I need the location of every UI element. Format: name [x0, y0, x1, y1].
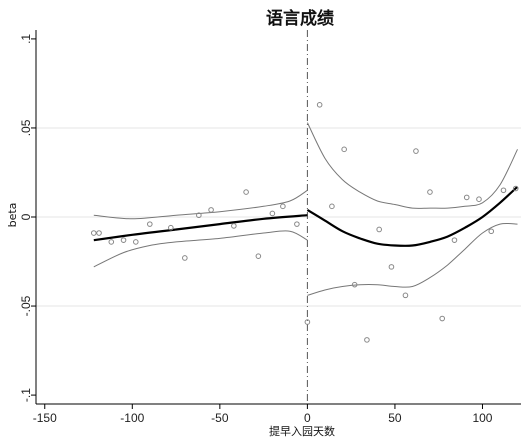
- confidence-band-lines: [93, 122, 518, 296]
- scatter-point: [133, 239, 139, 245]
- x-tick-label: 50: [388, 411, 402, 425]
- scatter-point: [147, 221, 153, 227]
- x-tick-label: 100: [472, 411, 492, 425]
- series-line-ci-lower-left: [93, 230, 308, 268]
- y-tick-label: .1: [19, 34, 33, 44]
- series-line-ci-lower-right: [307, 222, 518, 296]
- scatter-point: [413, 148, 419, 154]
- scatter-point: [120, 237, 127, 243]
- scatter-point: [500, 187, 507, 194]
- series-line-ci-upper-right: [306, 122, 518, 209]
- scatter-point: [243, 189, 249, 195]
- scatter-point: [463, 194, 470, 201]
- y-axis-ticks: -.1 -.05 0 .05 .1: [19, 34, 36, 402]
- scatter-point: [388, 264, 395, 270]
- fit-lines: [93, 185, 519, 247]
- scatter-point: [488, 228, 495, 235]
- scatter-point: [329, 203, 335, 210]
- scatter-point: [351, 281, 358, 288]
- scatter-point: [451, 237, 458, 243]
- scatter-point: [108, 239, 115, 245]
- scatter-point: [427, 189, 433, 195]
- series-line-fit-left: [93, 214, 308, 242]
- y-tick-label: -.05: [19, 295, 33, 316]
- scatter-point: [280, 203, 286, 210]
- scatter-point: [364, 337, 370, 343]
- scatter-point: [439, 315, 446, 322]
- scatter-point: [476, 196, 482, 202]
- y-axis-title: beta: [6, 203, 19, 228]
- scatter-point: [316, 102, 323, 108]
- scatter-point: [294, 221, 300, 227]
- chart-title: 语言成绩: [266, 8, 334, 29]
- series-line-ci-upper-left: [93, 189, 308, 220]
- x-tick-label: -50: [211, 411, 229, 425]
- scatter-point: [512, 185, 519, 192]
- x-axis-title: 提早入园天数: [269, 425, 335, 438]
- scatter-point: [96, 230, 102, 236]
- y-tick-label: .05: [19, 119, 33, 136]
- scatter-point: [182, 255, 188, 261]
- x-axis-ticks: -150 -100 -50 0 50 100: [33, 404, 493, 425]
- scatter-point: [90, 230, 97, 236]
- y-tick-label: -.1: [19, 388, 33, 402]
- x-tick-label: -150: [33, 411, 57, 425]
- scatter-point: [341, 146, 347, 153]
- scatter-points: [90, 102, 519, 343]
- scatter-point: [231, 223, 237, 229]
- scatter-point: [269, 210, 276, 217]
- scatter-point: [196, 212, 202, 219]
- scatter-point: [255, 253, 262, 259]
- series-line-fit-right: [306, 185, 519, 247]
- y-tick-label: 0: [19, 213, 33, 220]
- scatter-point: [304, 319, 311, 325]
- scatter-point: [402, 292, 409, 299]
- x-tick-label: 0: [304, 411, 311, 425]
- scatter-point: [168, 224, 174, 231]
- scatter-point: [208, 207, 214, 213]
- x-tick-label: -100: [120, 411, 144, 425]
- scatter-point: [376, 226, 382, 233]
